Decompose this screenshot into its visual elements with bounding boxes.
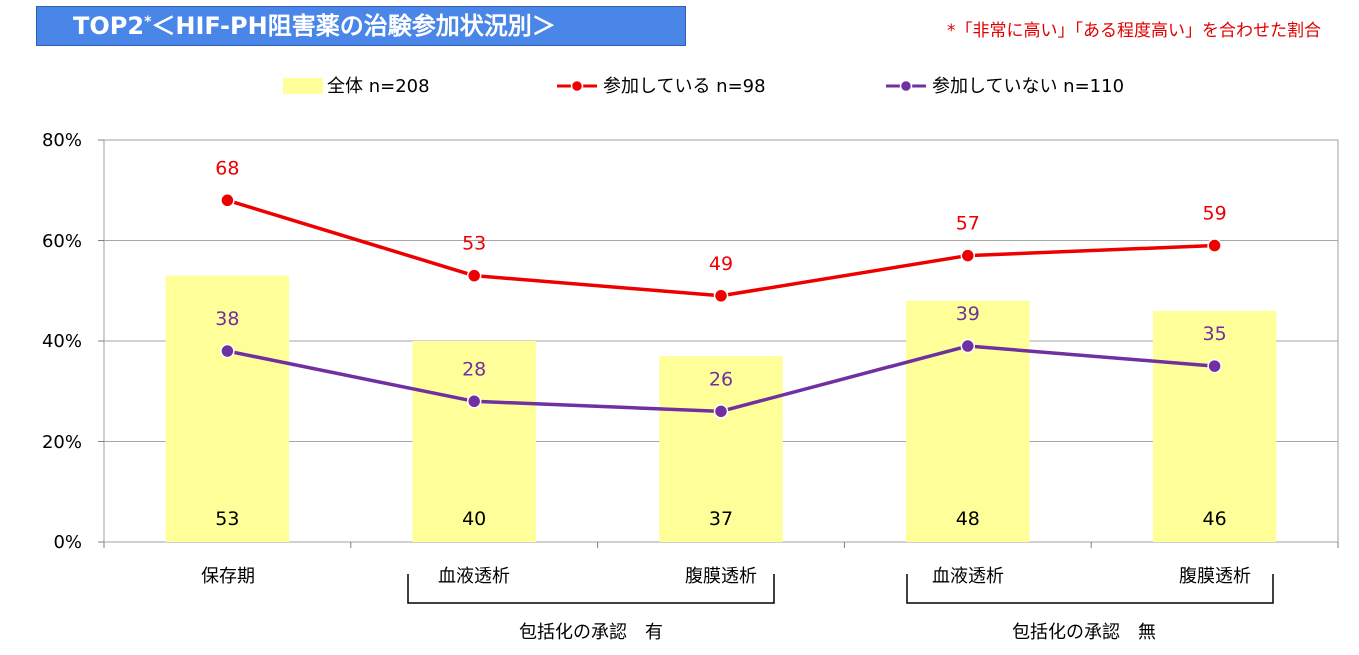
- point-not-participating: [1207, 358, 1222, 374]
- y-tick-label: 60%: [42, 231, 82, 252]
- point-not-participating: [220, 343, 235, 359]
- bar-overall: [906, 300, 1030, 542]
- data-label-not-participating: 35: [1203, 323, 1227, 345]
- bar-value-label: 40: [462, 508, 486, 530]
- bar-value-label: 46: [1203, 508, 1227, 530]
- bar-overall: [659, 356, 783, 542]
- x-tick-label: 血液透析: [438, 566, 510, 587]
- legend-swatch-overall: [283, 78, 323, 94]
- title-asterisk: *: [144, 14, 152, 30]
- footnote: *「非常に高い」「ある程度高い」を合わせた割合: [947, 21, 1321, 41]
- y-axis: 0% 20% 40% 60% 80%: [42, 130, 82, 553]
- x-tick-label: 腹膜透析: [1179, 566, 1251, 587]
- y-tick-label: 40%: [42, 331, 82, 352]
- legend: 全体 n=208 参加している n=98 参加していない n=110: [283, 76, 1124, 97]
- bar-value-label: 48: [956, 508, 980, 530]
- x-tick-label: 腹膜透析: [685, 566, 757, 587]
- legend-marker-not-participating: [899, 79, 913, 93]
- bar-overall: [1152, 310, 1277, 542]
- chart-title: TOP2*＜HIF-PH阻害薬の治験参加状況別＞: [36, 6, 686, 46]
- line-participating: [226, 198, 1215, 298]
- data-label-participating: 68: [215, 157, 239, 179]
- group-label: 包括化の承認 有: [519, 622, 663, 643]
- title-text: TOP2: [73, 12, 145, 40]
- point-participating: [713, 288, 729, 304]
- bar-overall: [412, 341, 536, 542]
- data-label-participating: 53: [462, 233, 486, 255]
- x-tick-label: 保存期: [201, 566, 255, 587]
- group-bracket-not-approved: 包括化の承認 無: [906, 574, 1274, 643]
- point-not-participating: [713, 404, 729, 419]
- legend-label-overall: 全体 n=208: [327, 76, 430, 97]
- point-participating: [960, 248, 976, 263]
- legend-label-not-participating: 参加していない n=110: [932, 76, 1124, 97]
- point-participating: [1207, 238, 1222, 253]
- point-participating: [466, 268, 482, 283]
- bar-overall: [165, 275, 290, 542]
- legend-label-participating: 参加している n=98: [603, 76, 766, 97]
- group-label: 包括化の承認 無: [1012, 622, 1156, 643]
- x-tick-label: 血液透析: [932, 566, 1004, 587]
- bar-layer: 53 40 37 48 46: [165, 275, 1277, 542]
- point-not-participating: [960, 338, 976, 354]
- data-label-participating: 59: [1203, 203, 1227, 225]
- line-layer: 68 53 49 57 59 38 28 26 39 35: [215, 157, 1227, 419]
- bar-value-label: 53: [215, 508, 239, 530]
- data-label-not-participating: 38: [215, 308, 239, 330]
- data-label-not-participating: 28: [462, 358, 486, 380]
- data-label-not-participating: 39: [956, 303, 980, 325]
- x-axis: 保存期 血液透析 腹膜透析 血液透析 腹膜透析: [201, 566, 1251, 587]
- point-not-participating: [466, 394, 482, 409]
- group-bracket-approved: 包括化の承認 有: [407, 574, 775, 643]
- point-participating: [220, 193, 235, 208]
- bracket-line: [407, 574, 775, 604]
- data-label-not-participating: 26: [709, 368, 733, 390]
- bar-value-label: 37: [709, 508, 733, 530]
- legend-marker-participating: [570, 79, 584, 93]
- bracket-line: [906, 574, 1274, 604]
- y-tick-label: 0%: [53, 532, 82, 553]
- data-label-participating: 49: [709, 253, 733, 275]
- y-tick-label: 20%: [42, 432, 82, 453]
- title-subtitle: ＜HIF-PH阻害薬の治験参加状況別＞: [151, 12, 556, 40]
- y-tick-label: 80%: [42, 130, 82, 151]
- data-label-participating: 57: [956, 213, 980, 235]
